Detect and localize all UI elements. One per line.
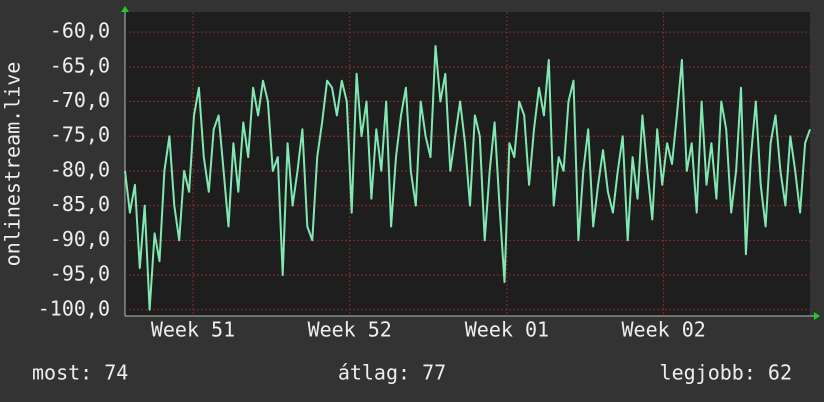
y-tick-label: -100,0 (38, 296, 110, 320)
y-tick-label: -70,0 (50, 88, 110, 112)
y-tick-label: -90,0 (50, 227, 110, 251)
footer-average: átlag: 77 (338, 361, 446, 385)
y-tick-label: -80,0 (50, 157, 110, 181)
y-tick-label: -85,0 (50, 192, 110, 216)
y-tick-label: -95,0 (50, 262, 110, 286)
x-tick-label: Week 02 (621, 318, 705, 342)
y-tick-label: -65,0 (50, 53, 110, 77)
footer-best: legjobb: 62 (660, 361, 792, 385)
axis-arrow (814, 312, 820, 320)
x-tick-label: Week 01 (465, 318, 549, 342)
y-axis-label: onlinestream.live (1, 62, 25, 267)
footer-last: most: 74 (32, 361, 128, 385)
y-tick-label: -75,0 (50, 123, 110, 147)
x-tick-label: Week 51 (151, 318, 235, 342)
axis-arrow (121, 6, 129, 12)
y-tick-label: -60,0 (50, 19, 110, 43)
x-tick-label: Week 52 (308, 318, 392, 342)
data-line (124, 45, 811, 311)
